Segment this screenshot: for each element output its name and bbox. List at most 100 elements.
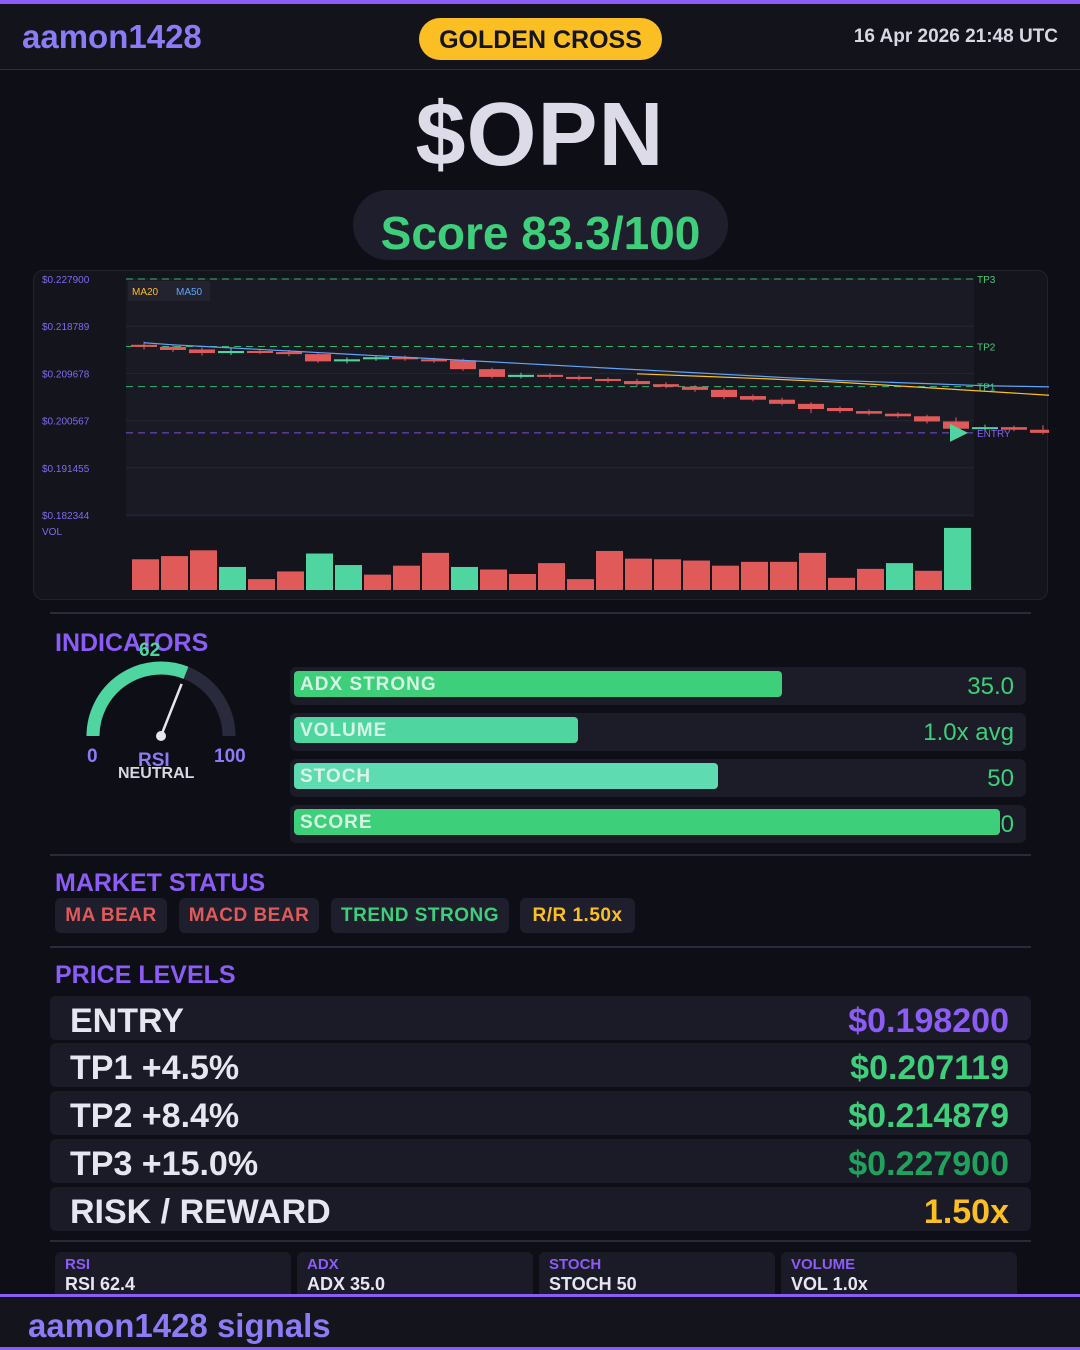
- candle-body: [827, 407, 853, 412]
- ma20-line: [636, 373, 1049, 396]
- entry-label: ENTRY: [70, 1002, 184, 1040]
- stoch-bar-fill: [294, 763, 718, 789]
- gauge-needle: [159, 683, 183, 737]
- top-bar: aamon1428 GOLDEN CROSS 16 Apr 2026 21:48…: [0, 0, 1080, 70]
- candle-body: [798, 403, 824, 410]
- golden-cross-badge: GOLDEN CROSS: [419, 18, 662, 60]
- score-bar-value: 83/100: [940, 811, 1014, 838]
- brand-name: aamon1428: [22, 18, 202, 55]
- price-levels-title: PRICE LEVELS: [55, 961, 236, 989]
- score-bar-label: SCORE: [300, 812, 373, 833]
- footer-brand: aamon1428 signals: [28, 1307, 331, 1344]
- candle-body: [189, 349, 215, 354]
- candle-body: [537, 374, 563, 377]
- entry-value: $0.198200: [848, 1002, 1009, 1040]
- volume-bar: [306, 553, 333, 590]
- volume-bar: [248, 579, 275, 590]
- tp1-label: TP1 +4.5%: [70, 1049, 240, 1087]
- volume-bar: [741, 561, 768, 590]
- candle-body: [769, 399, 795, 404]
- candle-body: [276, 352, 302, 355]
- gauge-track: [86, 661, 236, 737]
- candle-body: [682, 386, 708, 390]
- gauge-max: 100: [214, 746, 246, 767]
- candle-body: [595, 378, 621, 382]
- volume-bar: [451, 566, 478, 590]
- rsi-card-value: RSI 62.4: [65, 1274, 136, 1294]
- tp3-value: $0.227900: [848, 1145, 1009, 1183]
- tp3-label: TP3 +15.0%: [70, 1145, 259, 1183]
- volume-label: VOL: [42, 527, 62, 538]
- risk-reward-value: 1.50x: [923, 1193, 1009, 1231]
- rsi-gauge: 62 0 100 RSI NEUTRAL: [70, 640, 270, 800]
- volume-bar: [393, 565, 420, 590]
- stoch-bar-value: 50: [987, 765, 1014, 792]
- divider: [50, 854, 1031, 856]
- adx-card: ADX ADX 35.0: [297, 1252, 533, 1296]
- level-label-tp1: TP1: [977, 383, 996, 394]
- volume-bar: [915, 570, 942, 590]
- risk-reward-row: RISK / REWARD 1.50x: [50, 1187, 1031, 1231]
- rsi-card-key: RSI: [65, 1256, 91, 1273]
- candle-body: [334, 359, 360, 362]
- legend-ma50: MA50: [176, 287, 203, 298]
- market-status-title: MARKET STATUS: [55, 869, 266, 897]
- candle-body: [740, 396, 766, 400]
- adx-bar-fill: [294, 671, 782, 697]
- candle-body: [247, 351, 273, 354]
- volume-card-value: VOL 1.0x: [791, 1274, 868, 1294]
- volume-card-key: VOLUME: [791, 1256, 856, 1273]
- volume-bar: [712, 565, 739, 590]
- stoch-card-key: STOCH: [549, 1256, 602, 1273]
- candle-body: [421, 359, 447, 362]
- volume-bar: [828, 577, 855, 590]
- risk-reward-label: RISK / REWARD: [70, 1193, 331, 1231]
- score-badge: Score 83.3/100: [353, 190, 728, 260]
- candle-body: [508, 374, 534, 377]
- adx-bar-value: 35.0: [967, 673, 1014, 700]
- entry-arrow: [950, 423, 968, 442]
- y-tick-label: $0.200567: [42, 417, 90, 428]
- volume-bar: [799, 552, 826, 590]
- tp1-value: $0.207119: [850, 1049, 1009, 1087]
- candle-body: [943, 421, 969, 429]
- ma-bear-badge: MA BEAR: [55, 898, 167, 933]
- candle-body: [711, 389, 737, 398]
- volume-bar: [132, 559, 159, 590]
- tp2-row: TP2 +8.4% $0.214879: [50, 1091, 1031, 1135]
- rsi-label: RSI: [138, 750, 170, 771]
- volume-bar: [683, 560, 710, 590]
- stoch-bar-label: STOCH: [300, 766, 372, 787]
- legend-ma20: MA20: [132, 287, 159, 298]
- candle-body: [450, 360, 476, 370]
- rr-badge: R/R 1.50x: [520, 898, 635, 933]
- price-chart: $0.227900 $0.218789 $0.209678 $0.200567 $0.1…: [33, 270, 1049, 600]
- divider: [50, 1240, 1031, 1242]
- trend-strong-badge: TREND STRONG: [331, 898, 509, 933]
- candle-body: [1030, 429, 1049, 433]
- rsi-card: RSI RSI 62.4: [55, 1252, 291, 1296]
- divider: [50, 612, 1031, 614]
- volume-bar: [944, 527, 971, 590]
- legend-box: [128, 281, 210, 301]
- footer-bar: aamon1428 signals: [0, 1294, 1080, 1350]
- gauge-pivot: [156, 731, 166, 741]
- adx-card-key: ADX: [307, 1256, 339, 1273]
- volume-bar: [480, 569, 507, 590]
- gauge-fill: [86, 661, 189, 737]
- level-label-tp3: TP3: [977, 275, 996, 286]
- volume-bar: [277, 571, 304, 590]
- volume-bar: [509, 574, 536, 590]
- adx-card-value: ADX 35.0: [307, 1274, 386, 1294]
- rsi-value: 62: [139, 640, 161, 661]
- y-tick-label: $0.182344: [42, 511, 90, 522]
- candle-body: [1001, 427, 1027, 430]
- stoch-card-value: STOCH 50: [549, 1274, 637, 1294]
- tp2-label: TP2 +8.4%: [70, 1097, 240, 1135]
- level-label-tp2: TP2: [977, 342, 996, 353]
- timestamp: 16 Apr 2026 21:48 UTC: [853, 26, 1058, 47]
- candle-body: [566, 376, 592, 379]
- candlestick-chart-svg: $0.227900 $0.218789 $0.209678 $0.200567 $0.1…: [42, 275, 1049, 590]
- volume-bar-value: 1.0x avg: [923, 719, 1014, 746]
- volume-bar: [190, 550, 217, 590]
